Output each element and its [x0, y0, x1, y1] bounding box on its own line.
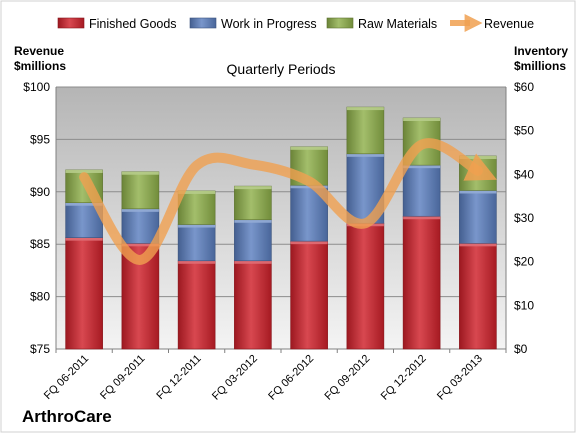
- y-left-tick-label: $75: [30, 342, 50, 356]
- bar-finished-goods: [346, 222, 385, 350]
- legend-swatch-work-in-progress: [189, 17, 217, 29]
- bar-work-in-progress: [121, 208, 160, 244]
- x-tick-label: FQ 12-2011: [154, 353, 203, 402]
- bar-raw-materials: [346, 106, 385, 155]
- bar-work-in-progress: [177, 224, 216, 262]
- bar-work-in-progress: [402, 164, 441, 217]
- bar-bevel-raw-materials: [403, 118, 441, 122]
- y-right-tick-label: $0: [514, 342, 528, 356]
- y-left-label-unit: $millions: [14, 59, 66, 73]
- company-name: ArthroCare: [22, 407, 112, 426]
- bar-bevel-finished-goods: [234, 260, 272, 264]
- bar-finished-goods: [177, 260, 216, 350]
- bar-bevel-finished-goods: [65, 237, 103, 241]
- bar-bevel-finished-goods: [121, 243, 159, 247]
- x-tick-label: FQ 06-2011: [42, 353, 91, 402]
- bar-bevel-work-in-progress: [65, 202, 103, 206]
- legend-label-work-in-progress: Work in Progress: [221, 17, 317, 31]
- bar-bevel-finished-goods: [290, 241, 328, 245]
- x-tick-label: FQ 06-2012: [266, 353, 316, 403]
- bar-finished-goods: [234, 260, 272, 350]
- bar-bevel-finished-goods: [459, 243, 497, 247]
- y-right-tick-label: $20: [514, 255, 534, 269]
- bar-bevel-raw-materials: [346, 107, 384, 111]
- bar-bevel-work-in-progress: [121, 208, 159, 212]
- legend-label-raw-materials: Raw Materials: [358, 17, 437, 31]
- bar-bevel-work-in-progress: [234, 219, 272, 223]
- y-right-label-unit: $millions: [514, 59, 566, 73]
- bar-bevel-work-in-progress: [459, 190, 497, 194]
- chart-title: Quarterly Periods: [227, 61, 336, 77]
- bar-bevel-raw-materials: [178, 190, 216, 194]
- revenue-line: [79, 138, 497, 265]
- x-tick-label: FQ 09-2012: [323, 353, 373, 403]
- bar-finished-goods: [290, 240, 328, 350]
- bar-raw-materials: [121, 171, 160, 210]
- y-right-tick-label: $40: [514, 167, 534, 181]
- bar-finished-goods: [402, 215, 441, 350]
- y-right-tick-label: $10: [514, 298, 534, 312]
- y-left-tick-label: $95: [30, 132, 50, 146]
- bar-bevel-finished-goods: [178, 260, 216, 264]
- bar-finished-goods: [459, 243, 497, 350]
- bar-bevel-finished-goods: [403, 216, 441, 220]
- bar-bevel-raw-materials: [290, 146, 328, 150]
- legend-label-finished-goods: Finished Goods: [89, 17, 177, 31]
- y-left-tick-label: $100: [23, 80, 50, 94]
- bar-bevel-raw-materials: [121, 171, 159, 175]
- x-tick-label: FQ 03-2012: [210, 353, 260, 403]
- y-right-label: Inventory: [514, 44, 568, 58]
- bar-work-in-progress: [234, 219, 272, 262]
- legend-swatch-finished-goods: [57, 17, 85, 29]
- bar-raw-materials: [177, 190, 216, 225]
- y-left-tick-label: $85: [30, 237, 50, 251]
- x-tick-label: FQ 12-2012: [379, 353, 429, 403]
- y-right-tick-label: $30: [514, 211, 534, 225]
- bar-work-in-progress: [459, 190, 497, 244]
- y-left-label: Revenue: [14, 44, 64, 58]
- bar-raw-materials: [234, 185, 272, 221]
- y-left-tick-label: $90: [30, 185, 50, 199]
- y-right-tick-label: $50: [514, 124, 534, 138]
- y-right-tick-label: $60: [514, 80, 534, 94]
- bar-bevel-work-in-progress: [178, 224, 216, 228]
- x-tick-label: FQ 03-2013: [435, 353, 485, 403]
- legend-label-revenue: Revenue: [484, 17, 534, 31]
- bar-bevel-raw-materials: [234, 186, 272, 190]
- legend-swatch-raw-materials: [326, 17, 354, 29]
- x-tick-label: FQ 09-2011: [98, 353, 147, 402]
- bar-bevel-raw-materials: [65, 169, 103, 173]
- y-left-tick-label: $80: [30, 290, 50, 304]
- bar-bevel-work-in-progress: [403, 165, 441, 169]
- bar-bevel-work-in-progress: [346, 153, 384, 157]
- bar-finished-goods: [65, 237, 103, 350]
